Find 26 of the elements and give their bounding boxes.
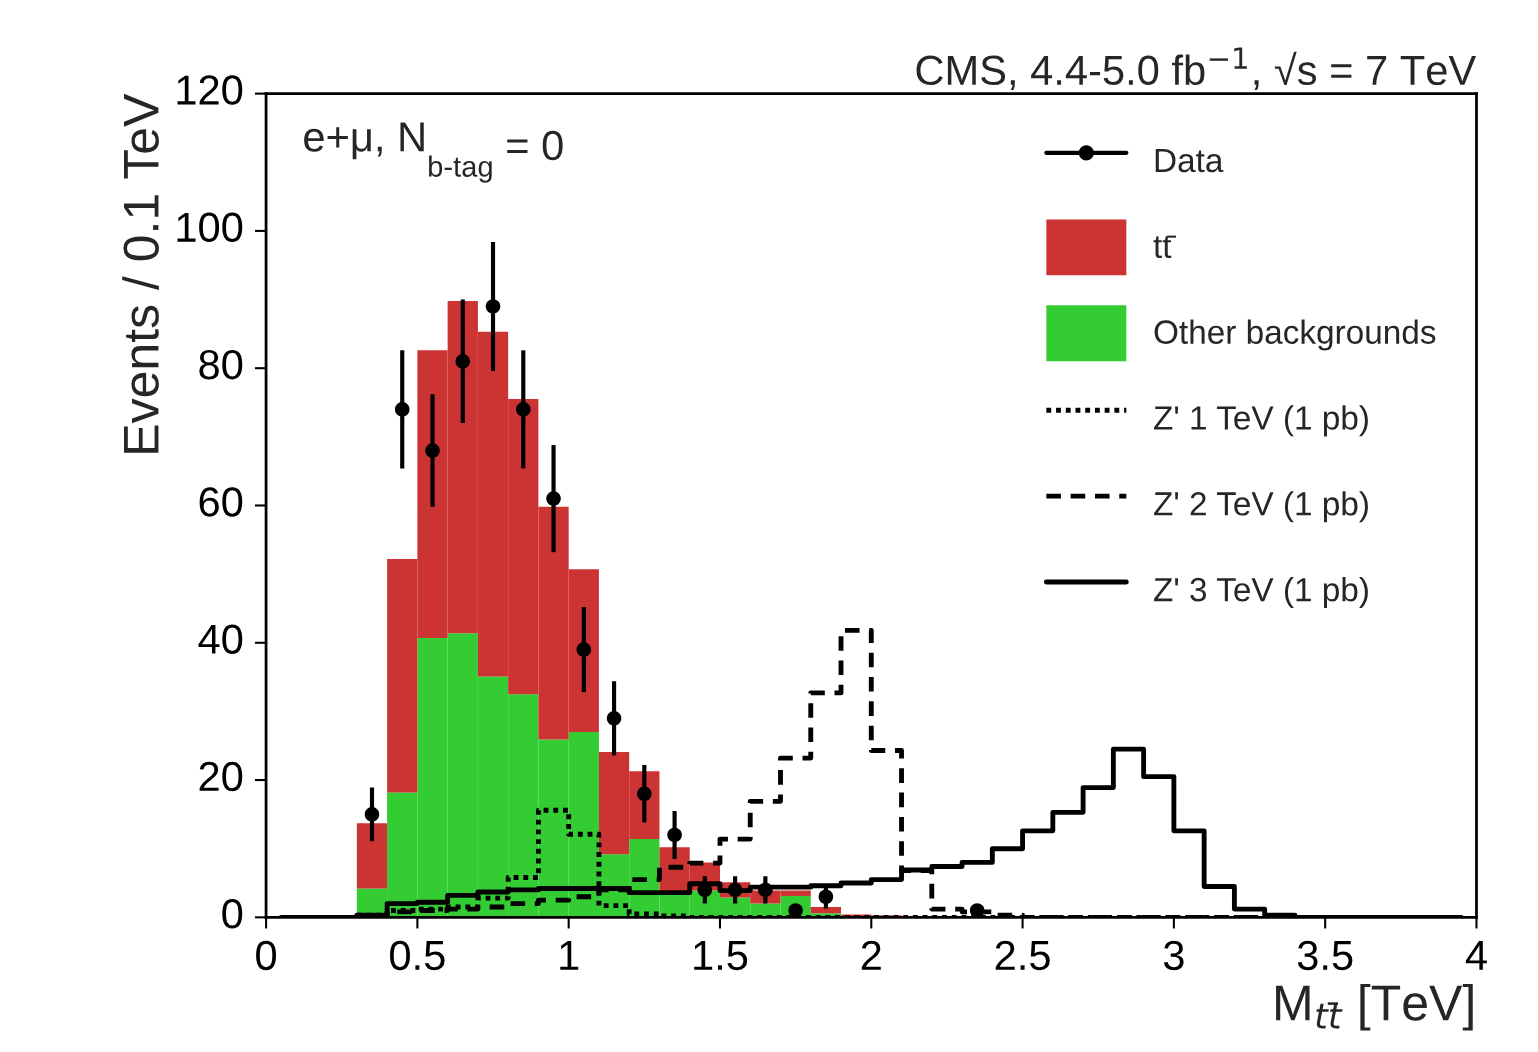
y-tick-label: 100	[177, 212, 243, 243]
x-tick-label: 2	[861, 940, 881, 970]
y-tick-label: 80	[199, 349, 243, 380]
legend-label: Data	[1155, 149, 1224, 173]
x-tick-label: 2.5	[995, 940, 1050, 971]
x-tick-label: 0	[256, 940, 277, 971]
x-axis-title: M$_{tt̄}$ [TeV]	[1276, 983, 1473, 1031]
y-tick-label: 60	[199, 487, 243, 517]
legend-label: Other backgrounds	[1154, 319, 1436, 351]
y-tick-label: 120	[177, 75, 243, 105]
y-tick-label: 0	[222, 899, 243, 929]
x-tick-label: 4	[1465, 941, 1487, 970]
legend-label: Z' 2 TeV (1 pb)	[1154, 491, 1368, 523]
y-tick-label: 20	[199, 761, 243, 792]
x-tick-label: 0.5	[390, 940, 445, 971]
x-tick-label: 1	[560, 941, 579, 970]
y-tick-label: 40	[198, 624, 243, 654]
x-tick-label: 1.5	[694, 941, 748, 971]
legend-label: tt̄	[1153, 235, 1176, 259]
legend-label: Z' 1 TeV (1 pb)	[1154, 405, 1368, 437]
x-tick-label: 3	[1163, 940, 1184, 971]
annotation: e+μ, Nb-tag = 0	[304, 122, 563, 183]
y-axis-title: Events / 0.1 TeV	[122, 93, 159, 453]
chart-title: CMS, 4.4-5.0 fb$^{−1}$, √s = 7 TeV	[916, 47, 1477, 91]
x-tick-label: 3.5	[1297, 940, 1353, 971]
legend-label: Z' 3 TeV (1 pb)	[1154, 576, 1368, 609]
